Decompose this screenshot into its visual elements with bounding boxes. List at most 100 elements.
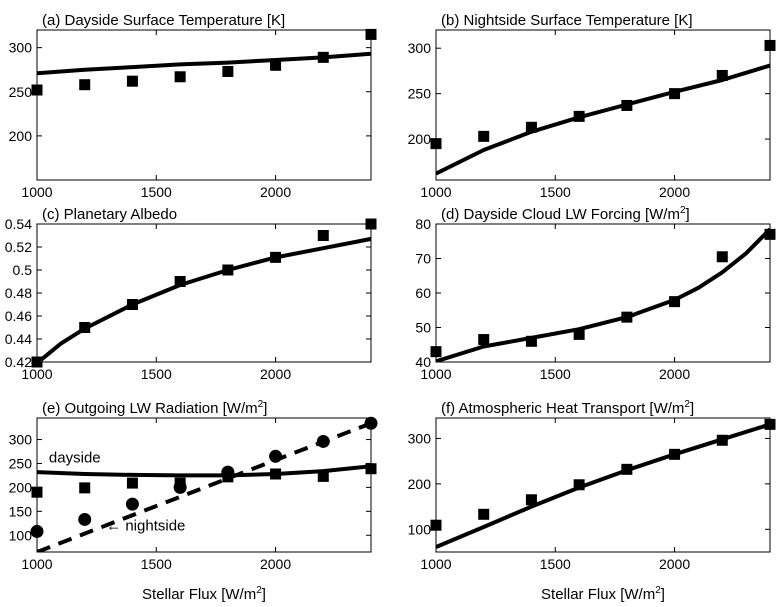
data-point-square — [126, 299, 138, 310]
fit-line — [37, 464, 371, 478]
fit-line — [436, 422, 770, 549]
data-point-square — [716, 251, 728, 263]
y-tick-label: 300 — [9, 432, 33, 448]
data-point-square — [430, 346, 442, 358]
data-point-square — [126, 75, 138, 87]
y-tick-label: 50 — [415, 320, 431, 336]
data-point-square — [621, 463, 633, 475]
x-tick-label: 1000 — [420, 366, 451, 382]
y-tick-label: 0.46 — [5, 308, 32, 324]
data-point-square — [270, 251, 282, 263]
data-point-square — [621, 311, 633, 323]
data-point-square — [573, 479, 585, 491]
y-tick-label: 80 — [415, 216, 431, 232]
y-tick-label: 100 — [408, 521, 432, 537]
y-tick-label: 300 — [408, 40, 432, 56]
y-tick-label: 250 — [9, 84, 33, 100]
data-point-square — [764, 418, 776, 430]
fit-line-dashed — [37, 421, 371, 552]
data-point-square — [270, 59, 282, 71]
y-tick-label: 200 — [408, 476, 432, 492]
y-tick-label: 60 — [415, 285, 431, 301]
fit-line — [436, 63, 770, 176]
x-tick-label: 1500 — [540, 184, 571, 200]
data-point-square — [716, 69, 728, 81]
y-tick-label: 0.44 — [5, 331, 32, 347]
x-tick-label: 1500 — [141, 556, 172, 572]
x-tick-label: 1000 — [420, 184, 451, 200]
data-point-circle — [269, 449, 283, 463]
x-tick-label: 2000 — [659, 556, 690, 572]
y-tick-label: 300 — [408, 430, 432, 446]
data-point-circle — [173, 480, 187, 494]
panel-title: (a) Dayside Surface Temperature [K] — [42, 12, 285, 29]
data-point-square — [669, 88, 681, 100]
y-tick-label: 100 — [9, 527, 33, 543]
y-tick-label: 70 — [415, 251, 431, 267]
data-point-circle — [364, 416, 378, 430]
axes-frame — [435, 29, 771, 181]
annotation: dayside — [49, 450, 101, 467]
annotation: ← nightside — [106, 517, 185, 534]
x-tick-label: 2000 — [260, 184, 291, 200]
data-point-circle — [125, 497, 139, 511]
x-tick-label: 2000 — [260, 556, 291, 572]
axes-frame — [36, 223, 372, 363]
data-point-square — [478, 130, 490, 142]
panel-c: (c) Planetary Albedo 1000 1500 2000 0.42 0.44… — [5, 206, 377, 382]
y-tick-label: 250 — [408, 86, 432, 102]
data-point-square — [669, 296, 681, 308]
x-axis-label: Stellar Flux [W/m2] — [142, 585, 266, 603]
y-tick-label: 200 — [9, 128, 33, 144]
data-point-square — [430, 519, 442, 531]
data-point-square — [174, 276, 186, 287]
data-point-square — [317, 51, 329, 63]
panel-title: (e) Outgoing LW Radiation [W/m2] — [42, 399, 267, 417]
axes-frame — [435, 417, 771, 553]
data-point-square — [31, 486, 43, 498]
y-tick-label: 40 — [415, 354, 431, 370]
panel-f: (f) Atmospheric Heat Transport [W/m2] 100… — [408, 399, 776, 603]
data-point-square — [621, 99, 633, 111]
panel-title: (d) Dayside Cloud LW Forcing [W/m2] — [441, 205, 690, 223]
data-point-square — [764, 228, 776, 240]
panel-title: (f) Atmospheric Heat Transport [W/m2] — [441, 399, 694, 417]
x-tick-label: 1500 — [540, 366, 571, 382]
x-tick-label: 1000 — [21, 366, 52, 382]
y-tick-label: 150 — [9, 503, 33, 519]
data-point-square — [478, 334, 490, 346]
data-point-square — [174, 71, 186, 83]
x-tick-label: 1500 — [141, 366, 172, 382]
y-tick-label: 0.5 — [13, 262, 33, 278]
axes-frame — [36, 29, 372, 181]
data-point-square — [573, 328, 585, 340]
x-tick-label: 1500 — [141, 184, 172, 200]
data-point-circle — [221, 465, 235, 479]
data-point-square — [365, 463, 377, 475]
panel-e: (e) Outgoing LW Radiation [W/m2] 1000 1500… — [9, 399, 378, 603]
fit-line — [436, 227, 770, 362]
y-tick-label: 200 — [9, 479, 33, 495]
x-tick-label: 2000 — [659, 366, 690, 382]
data-point-square — [525, 335, 537, 347]
x-tick-label: 2000 — [659, 184, 690, 200]
data-point-square — [222, 264, 234, 276]
fit-line — [37, 236, 371, 362]
data-point-circle — [30, 524, 44, 538]
panel-title: (b) Nightside Surface Temperature [K] — [441, 12, 693, 29]
data-point-square — [525, 121, 537, 133]
y-tick-label: 0.42 — [5, 354, 32, 370]
data-point-square — [270, 468, 282, 480]
data-point-square — [669, 448, 681, 460]
data-point-square — [478, 508, 490, 520]
data-point-square — [573, 110, 585, 122]
x-tick-label: 1500 — [540, 556, 571, 572]
data-point-square — [365, 28, 377, 40]
y-tick-label: 0.54 — [5, 216, 32, 232]
x-tick-label: 1000 — [21, 556, 52, 572]
data-point-square — [716, 434, 728, 446]
x-tick-label: 2000 — [260, 366, 291, 382]
data-point-square — [764, 39, 776, 51]
data-point-circle — [316, 434, 330, 448]
